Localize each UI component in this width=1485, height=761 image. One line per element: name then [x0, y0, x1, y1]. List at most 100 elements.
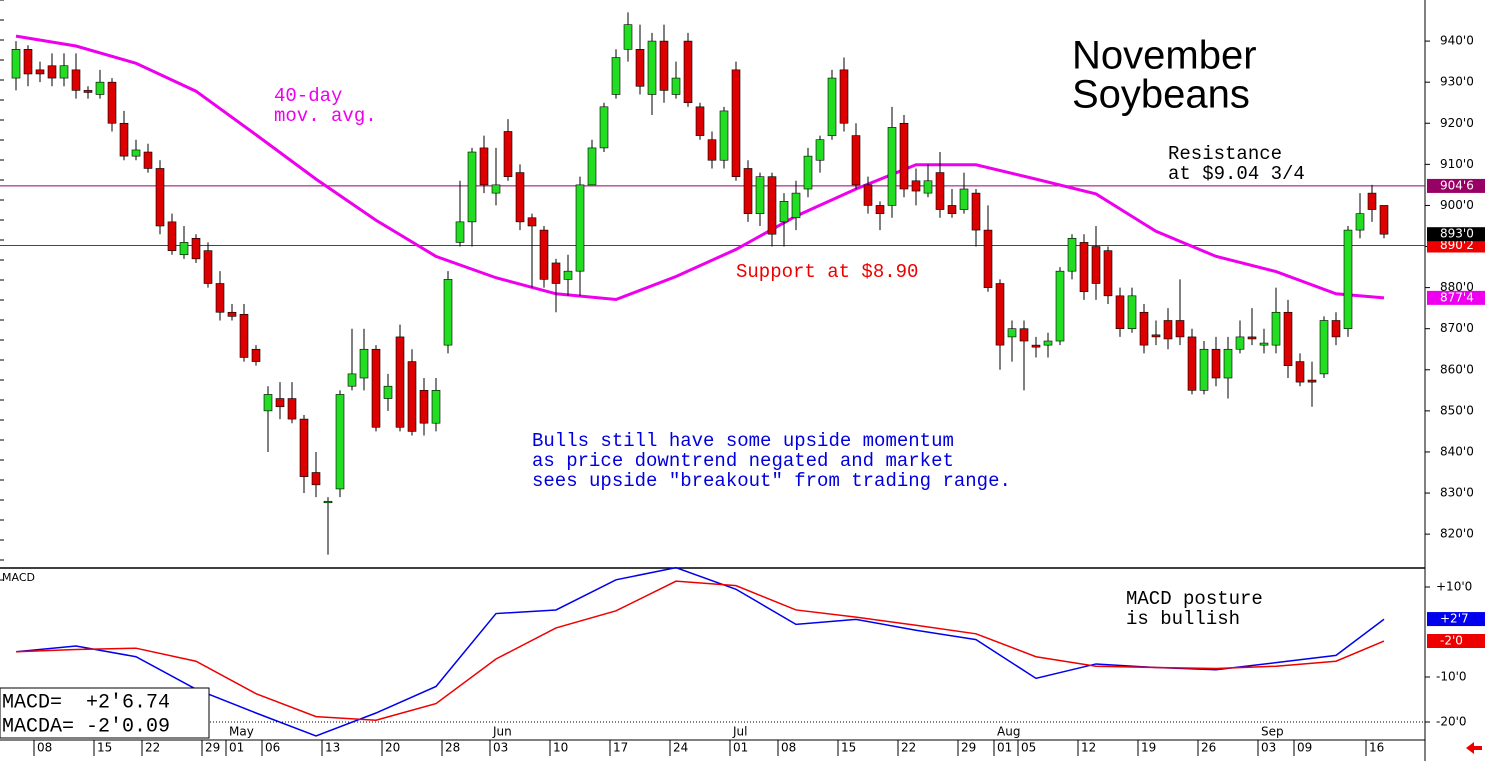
candle-body	[1235, 336, 1245, 350]
candle-body	[335, 394, 345, 490]
y-tick-label: 830'0	[1440, 486, 1474, 500]
candle-body	[623, 24, 633, 50]
candle-body	[1271, 311, 1281, 346]
candle-body	[1295, 361, 1305, 383]
candle-body	[59, 65, 69, 79]
candle-body	[155, 168, 165, 227]
candle-body	[719, 110, 729, 161]
candle-body	[635, 49, 645, 87]
annotation: Resistance	[1168, 143, 1282, 165]
candle-body	[647, 40, 657, 95]
candle-body	[191, 238, 201, 260]
month-label: Jun	[492, 725, 512, 739]
y2-tick-label: -10'0	[1436, 670, 1467, 684]
candle-body	[227, 311, 237, 317]
candle-body	[911, 180, 921, 192]
candle-body	[1331, 320, 1341, 338]
candle-body	[47, 65, 57, 79]
candle-body	[1187, 336, 1197, 391]
y-tick-label: 870'0	[1440, 321, 1474, 335]
x-tick-label: 26	[1201, 741, 1216, 755]
y-tick-label: 840'0	[1440, 444, 1474, 458]
candle-body	[323, 500, 333, 504]
candle-body	[347, 373, 357, 387]
candle-body	[143, 151, 153, 169]
candle-body	[527, 217, 537, 227]
candle-body	[1079, 242, 1089, 293]
macd-readout: MACDA= -2'0.09	[2, 715, 170, 738]
candle-body	[1259, 342, 1269, 346]
candle-body	[611, 57, 621, 95]
price-tag-label: 890'2	[1440, 238, 1474, 252]
y-tick-label: 910'0	[1440, 157, 1474, 171]
candle-body	[1247, 336, 1257, 340]
candle-body	[935, 172, 945, 210]
month-label: May	[229, 725, 254, 739]
candle-body	[95, 81, 105, 95]
annotation: at $9.04 3/4	[1168, 163, 1305, 185]
candle-body	[11, 49, 21, 79]
x-tick-label: 09	[1297, 741, 1312, 755]
x-tick-label: 06	[265, 741, 280, 755]
annotation: as price downtrend negated and market	[532, 450, 954, 472]
candle-body	[1151, 334, 1161, 338]
candle-body	[263, 394, 273, 412]
candle-body	[599, 106, 609, 149]
candle-body	[419, 390, 429, 424]
candle-body	[395, 336, 405, 428]
x-tick-label: 05	[1021, 741, 1036, 755]
candle-body	[1043, 340, 1053, 346]
month-label: Sep	[1261, 725, 1284, 739]
candle-body	[947, 205, 957, 214]
x-tick-label: 22	[145, 741, 160, 755]
x-tick-label: 01	[733, 741, 748, 755]
y2-tick-label: +10'0	[1436, 580, 1472, 594]
readout-box	[0, 687, 210, 739]
candle-body	[119, 122, 129, 157]
x-tick-label: 16	[1369, 741, 1384, 755]
month-label: Jul	[732, 725, 747, 739]
candle-body	[995, 283, 1005, 346]
y2-tick-label: -20'0	[1436, 715, 1467, 729]
candle-body	[875, 205, 885, 214]
x-tick-label: 01	[997, 741, 1012, 755]
candle-body	[1283, 311, 1293, 366]
annotation: sees upside "breakout" from trading rang…	[532, 470, 1011, 492]
candle-body	[299, 418, 309, 477]
candle-body	[539, 229, 549, 280]
price-tag	[1427, 178, 1485, 193]
x-tick-label: 03	[1261, 741, 1276, 755]
candle-body	[407, 361, 417, 432]
candle-body	[371, 348, 381, 428]
candle-body	[23, 49, 33, 75]
candle-body	[1055, 270, 1065, 342]
candle-body	[1343, 229, 1353, 329]
x-tick-label: 08	[37, 741, 52, 755]
candle-body	[35, 69, 45, 75]
candle-body	[1355, 213, 1365, 231]
candle-body	[767, 176, 777, 235]
x-tick-label: 15	[841, 741, 856, 755]
chart-title: Soybeans	[1072, 73, 1250, 117]
macd-tag	[1427, 612, 1485, 627]
x-tick-label: 01	[229, 741, 244, 755]
candle-body	[455, 221, 465, 243]
month-label: Aug	[997, 725, 1020, 739]
candle-body	[1127, 295, 1137, 329]
macd-tag-label: -2'0	[1440, 634, 1463, 648]
x-tick-label: 24	[673, 741, 688, 755]
y-tick-label: 880'0	[1440, 280, 1474, 294]
candle-body	[851, 135, 861, 186]
x-tick-label: 29	[961, 741, 976, 755]
panel-label: MACD	[2, 571, 35, 584]
candle-body	[1199, 348, 1209, 391]
candle-body	[1307, 379, 1317, 383]
candle-body	[587, 147, 597, 186]
candle-body	[683, 40, 693, 104]
macd-line	[15, 580, 1385, 721]
y-tick-label: 860'0	[1440, 362, 1474, 376]
price-tag	[1427, 290, 1485, 305]
candle-body	[131, 149, 141, 157]
candle-body	[743, 168, 753, 214]
